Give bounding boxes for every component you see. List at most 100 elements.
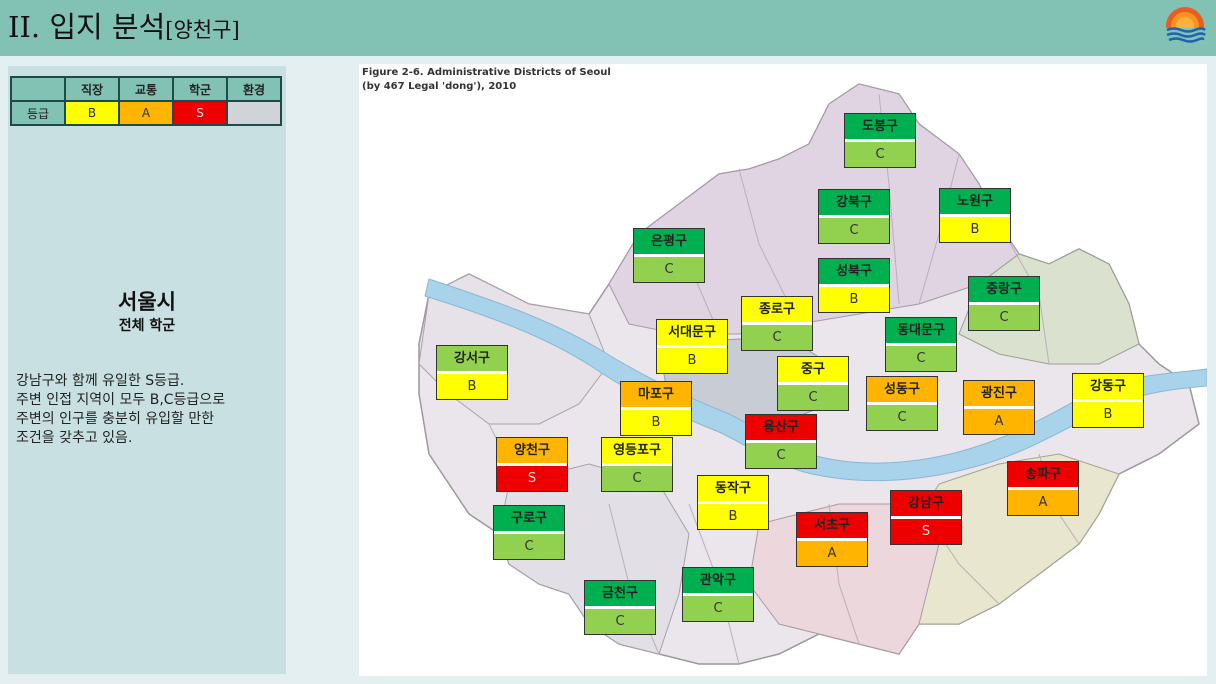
district-name: 중구 — [778, 357, 848, 385]
city-title: 서울시 — [118, 290, 176, 314]
district-name: 금천구 — [585, 581, 655, 609]
district-card: 양천구 S — [496, 437, 568, 492]
district-grade: B — [819, 287, 889, 312]
district-grade: B — [621, 410, 691, 435]
district-card: 금천구 C — [584, 580, 656, 635]
grade-table: 직장 교통 학군 환경 등급 B A S — [10, 76, 282, 126]
district-card: 중랑구 C — [968, 276, 1040, 331]
district-name: 성동구 — [867, 377, 937, 405]
district-name: 동작구 — [698, 476, 768, 504]
grade-table-header: 직장 교통 학군 환경 — [10, 76, 282, 102]
district-name: 강남구 — [891, 491, 961, 519]
sun-wave-logo-icon — [1164, 7, 1206, 50]
district-grade: A — [964, 409, 1034, 434]
district-grade: S — [497, 466, 567, 491]
district-name: 서대문구 — [657, 320, 727, 348]
district-grade: C — [778, 385, 848, 410]
caption-line: (by 467 Legal 'dong'), 2010 — [362, 81, 517, 92]
header-bar: II. 입지 분석[양천구] — [0, 0, 1216, 56]
district-card: 관악구 C — [682, 567, 754, 622]
district-grade: C — [819, 218, 889, 243]
district-card: 성동구 C — [866, 376, 938, 431]
header-cell — [10, 76, 66, 102]
han-river — [424, 278, 1207, 482]
district-name: 용산구 — [746, 415, 816, 443]
district-grade: C — [867, 405, 937, 430]
district-card: 동대문구 C — [885, 317, 957, 372]
header-cell: 학군 — [172, 76, 228, 102]
district-name: 송파구 — [1008, 462, 1078, 490]
district-grade: B — [1073, 402, 1143, 427]
caption-line: Figure 2-6. Administrative Districts of … — [362, 67, 611, 78]
district-name: 도봉구 — [845, 114, 915, 142]
district-grade: C — [602, 466, 672, 491]
district-name: 구로구 — [494, 506, 564, 534]
district-card: 강서구 B — [436, 345, 508, 400]
district-card: 강북구 C — [818, 189, 890, 244]
grade-cell — [226, 100, 282, 126]
district-card: 광진구 A — [963, 380, 1035, 435]
district-name: 강서구 — [437, 346, 507, 374]
header-cell: 환경 — [226, 76, 282, 102]
district-name: 광진구 — [964, 381, 1034, 409]
district-grade: B — [940, 217, 1010, 242]
district-name: 노원구 — [940, 189, 1010, 217]
district-card: 구로구 C — [493, 505, 565, 560]
header-cell: 직장 — [64, 76, 120, 102]
district-name: 마포구 — [621, 382, 691, 410]
district-grade: S — [891, 519, 961, 544]
figure-caption: Figure 2-6. Administrative Districts of … — [362, 66, 611, 94]
district-card: 은평구 C — [633, 228, 705, 283]
district-name: 동대문구 — [886, 318, 956, 346]
district-grade: C — [634, 257, 704, 282]
district-grade: B — [698, 504, 768, 529]
district-name: 영등포구 — [602, 438, 672, 466]
district-card: 노원구 B — [939, 188, 1011, 243]
district-card: 성북구 B — [818, 258, 890, 313]
city-subtitle: 전체 학군 — [118, 318, 176, 334]
district-grade: C — [683, 596, 753, 621]
district-name: 중랑구 — [969, 277, 1039, 305]
district-card: 종로구 C — [741, 296, 813, 351]
page-title: II. 입지 분석[양천구] — [8, 10, 240, 44]
district-card: 중구 C — [777, 356, 849, 411]
description-line: 강남구와 함께 유일한 S등급. — [16, 373, 185, 389]
description-line: 주변 인접 지역이 모두 B,C등급으로 — [16, 392, 226, 408]
district-card: 강동구 B — [1072, 373, 1144, 428]
district-grade: C — [742, 325, 812, 350]
description-line: 조건을 갖추고 있음. — [16, 430, 133, 446]
description-line: 주변의 인구를 충분히 유입할 만한 — [16, 411, 215, 427]
district-grade: C — [969, 305, 1039, 330]
grade-cell: B — [64, 100, 120, 126]
grade-cell: A — [118, 100, 174, 126]
district-card: 영등포구 C — [601, 437, 673, 492]
district-grade: C — [845, 142, 915, 167]
district-name: 관악구 — [683, 568, 753, 596]
district-grade: B — [657, 348, 727, 373]
grade-cell: S — [172, 100, 228, 126]
district-name: 양천구 — [497, 438, 567, 466]
district-grade: B — [437, 374, 507, 399]
district-card: 용산구 C — [745, 414, 817, 469]
district-name: 서초구 — [797, 513, 867, 541]
district-grade: C — [494, 534, 564, 559]
district-grade: C — [746, 443, 816, 468]
district-card: 동작구 B — [697, 475, 769, 530]
district-card: 강남구 S — [890, 490, 962, 545]
district-card: 서초구 A — [796, 512, 868, 567]
grade-table-row: 등급 B A S — [10, 100, 282, 126]
district-name: 강동구 — [1073, 374, 1143, 402]
district-card: 서대문구 B — [656, 319, 728, 374]
district-grade: A — [797, 541, 867, 566]
district-card: 도봉구 C — [844, 113, 916, 168]
district-name: 강북구 — [819, 190, 889, 218]
district-grade: C — [886, 346, 956, 371]
left-panel — [8, 66, 286, 674]
header-cell: 교통 — [118, 76, 174, 102]
district-grade: A — [1008, 490, 1078, 515]
district-card: 마포구 B — [620, 381, 692, 436]
district-name: 은평구 — [634, 229, 704, 257]
district-card: 송파구 A — [1007, 461, 1079, 516]
description: 강남구와 함께 유일한 S등급. 주변 인접 지역이 모두 B,C등급으로 주변… — [16, 372, 278, 448]
district-name: 성북구 — [819, 259, 889, 287]
